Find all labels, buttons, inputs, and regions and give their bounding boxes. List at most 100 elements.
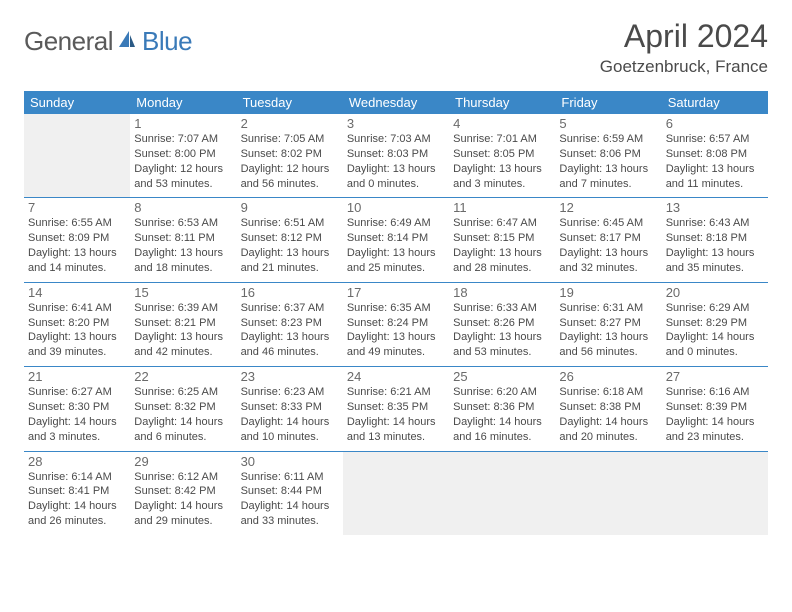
sunrise-text: Sunrise: 6:18 AM (559, 385, 657, 400)
day-number: 4 (453, 116, 551, 131)
sunset-text: Sunset: 8:12 PM (241, 231, 339, 246)
dl2-text: and 39 minutes. (28, 345, 126, 360)
day-number: 28 (28, 454, 126, 469)
sunset-text: Sunset: 8:26 PM (453, 316, 551, 331)
dl1-text: Daylight: 14 hours (134, 415, 232, 430)
dl2-text: and 11 minutes. (666, 177, 764, 192)
calendar-day-cell: 13Sunrise: 6:43 AMSunset: 8:18 PMDayligh… (662, 198, 768, 282)
dl2-text: and 23 minutes. (666, 430, 764, 445)
sunrise-text: Sunrise: 6:59 AM (559, 132, 657, 147)
calendar-day-cell: 24Sunrise: 6:21 AMSunset: 8:35 PMDayligh… (343, 367, 449, 451)
dl2-text: and 42 minutes. (134, 345, 232, 360)
calendar-day-cell: 1Sunrise: 7:07 AMSunset: 8:00 PMDaylight… (130, 114, 236, 198)
calendar-day-cell: 25Sunrise: 6:20 AMSunset: 8:36 PMDayligh… (449, 367, 555, 451)
dl1-text: Daylight: 13 hours (453, 162, 551, 177)
day-number: 15 (134, 285, 232, 300)
sunrise-text: Sunrise: 6:37 AM (241, 301, 339, 316)
dl1-text: Daylight: 14 hours (559, 415, 657, 430)
dl1-text: Daylight: 14 hours (666, 415, 764, 430)
day-number: 24 (347, 369, 445, 384)
dl1-text: Daylight: 13 hours (453, 246, 551, 261)
location: Goetzenbruck, France (600, 57, 768, 77)
day-number: 9 (241, 200, 339, 215)
day-header: Tuesday (237, 91, 343, 114)
sunrise-text: Sunrise: 7:01 AM (453, 132, 551, 147)
dl2-text: and 46 minutes. (241, 345, 339, 360)
day-number: 19 (559, 285, 657, 300)
day-number: 5 (559, 116, 657, 131)
sunset-text: Sunset: 8:09 PM (28, 231, 126, 246)
dl1-text: Daylight: 14 hours (666, 330, 764, 345)
sunset-text: Sunset: 8:42 PM (134, 484, 232, 499)
day-number: 22 (134, 369, 232, 384)
sunrise-text: Sunrise: 6:57 AM (666, 132, 764, 147)
calendar-day-cell: 3Sunrise: 7:03 AMSunset: 8:03 PMDaylight… (343, 114, 449, 198)
calendar-day-cell: 20Sunrise: 6:29 AMSunset: 8:29 PMDayligh… (662, 282, 768, 366)
sunrise-text: Sunrise: 6:35 AM (347, 301, 445, 316)
calendar-day-cell: 23Sunrise: 6:23 AMSunset: 8:33 PMDayligh… (237, 367, 343, 451)
sunset-text: Sunset: 8:36 PM (453, 400, 551, 415)
calendar-day-cell: 2Sunrise: 7:05 AMSunset: 8:02 PMDaylight… (237, 114, 343, 198)
sunset-text: Sunset: 8:11 PM (134, 231, 232, 246)
dl1-text: Daylight: 14 hours (134, 499, 232, 514)
day-header: Saturday (662, 91, 768, 114)
sunrise-text: Sunrise: 6:31 AM (559, 301, 657, 316)
dl1-text: Daylight: 13 hours (347, 330, 445, 345)
sunset-text: Sunset: 8:41 PM (28, 484, 126, 499)
dl2-text: and 20 minutes. (559, 430, 657, 445)
calendar-day-cell: 21Sunrise: 6:27 AMSunset: 8:30 PMDayligh… (24, 367, 130, 451)
month-title: April 2024 (600, 18, 768, 55)
dl1-text: Daylight: 13 hours (134, 330, 232, 345)
day-number: 3 (347, 116, 445, 131)
sunrise-text: Sunrise: 6:23 AM (241, 385, 339, 400)
dl1-text: Daylight: 13 hours (559, 246, 657, 261)
dl1-text: Daylight: 13 hours (453, 330, 551, 345)
header: General Blue April 2024 Goetzenbruck, Fr… (24, 18, 768, 77)
calendar-day-cell: 18Sunrise: 6:33 AMSunset: 8:26 PMDayligh… (449, 282, 555, 366)
sunset-text: Sunset: 8:30 PM (28, 400, 126, 415)
dl1-text: Daylight: 13 hours (28, 246, 126, 261)
calendar-day-cell: 14Sunrise: 6:41 AMSunset: 8:20 PMDayligh… (24, 282, 130, 366)
calendar-day-cell: 10Sunrise: 6:49 AMSunset: 8:14 PMDayligh… (343, 198, 449, 282)
calendar-day-cell: 27Sunrise: 6:16 AMSunset: 8:39 PMDayligh… (662, 367, 768, 451)
calendar-day-cell: 28Sunrise: 6:14 AMSunset: 8:41 PMDayligh… (24, 451, 130, 535)
dl1-text: Daylight: 13 hours (28, 330, 126, 345)
calendar-day-cell: 11Sunrise: 6:47 AMSunset: 8:15 PMDayligh… (449, 198, 555, 282)
calendar-week-row: 7Sunrise: 6:55 AMSunset: 8:09 PMDaylight… (24, 198, 768, 282)
sunset-text: Sunset: 8:02 PM (241, 147, 339, 162)
day-number: 18 (453, 285, 551, 300)
sunrise-text: Sunrise: 6:16 AM (666, 385, 764, 400)
day-header-row: Sunday Monday Tuesday Wednesday Thursday… (24, 91, 768, 114)
sunset-text: Sunset: 8:17 PM (559, 231, 657, 246)
sunset-text: Sunset: 8:35 PM (347, 400, 445, 415)
dl2-text: and 10 minutes. (241, 430, 339, 445)
logo-text-general: General (24, 26, 113, 57)
calendar-day-cell: 29Sunrise: 6:12 AMSunset: 8:42 PMDayligh… (130, 451, 236, 535)
calendar-day-cell (555, 451, 661, 535)
day-number: 29 (134, 454, 232, 469)
dl2-text: and 16 minutes. (453, 430, 551, 445)
logo-text-blue: Blue (142, 26, 192, 57)
sunrise-text: Sunrise: 6:21 AM (347, 385, 445, 400)
day-number: 12 (559, 200, 657, 215)
day-number: 1 (134, 116, 232, 131)
day-number: 7 (28, 200, 126, 215)
calendar-week-row: 28Sunrise: 6:14 AMSunset: 8:41 PMDayligh… (24, 451, 768, 535)
dl2-text: and 14 minutes. (28, 261, 126, 276)
sunrise-text: Sunrise: 6:29 AM (666, 301, 764, 316)
calendar-day-cell: 7Sunrise: 6:55 AMSunset: 8:09 PMDaylight… (24, 198, 130, 282)
sunrise-text: Sunrise: 6:43 AM (666, 216, 764, 231)
dl1-text: Daylight: 13 hours (241, 246, 339, 261)
dl1-text: Daylight: 13 hours (666, 162, 764, 177)
dl2-text: and 13 minutes. (347, 430, 445, 445)
sunrise-text: Sunrise: 6:45 AM (559, 216, 657, 231)
calendar-day-cell (449, 451, 555, 535)
dl2-text: and 49 minutes. (347, 345, 445, 360)
sunrise-text: Sunrise: 6:27 AM (28, 385, 126, 400)
sunset-text: Sunset: 8:44 PM (241, 484, 339, 499)
dl2-text: and 56 minutes. (241, 177, 339, 192)
sunset-text: Sunset: 8:03 PM (347, 147, 445, 162)
dl1-text: Daylight: 13 hours (241, 330, 339, 345)
calendar-week-row: 1Sunrise: 7:07 AMSunset: 8:00 PMDaylight… (24, 114, 768, 198)
logo-sail-icon (117, 29, 137, 54)
